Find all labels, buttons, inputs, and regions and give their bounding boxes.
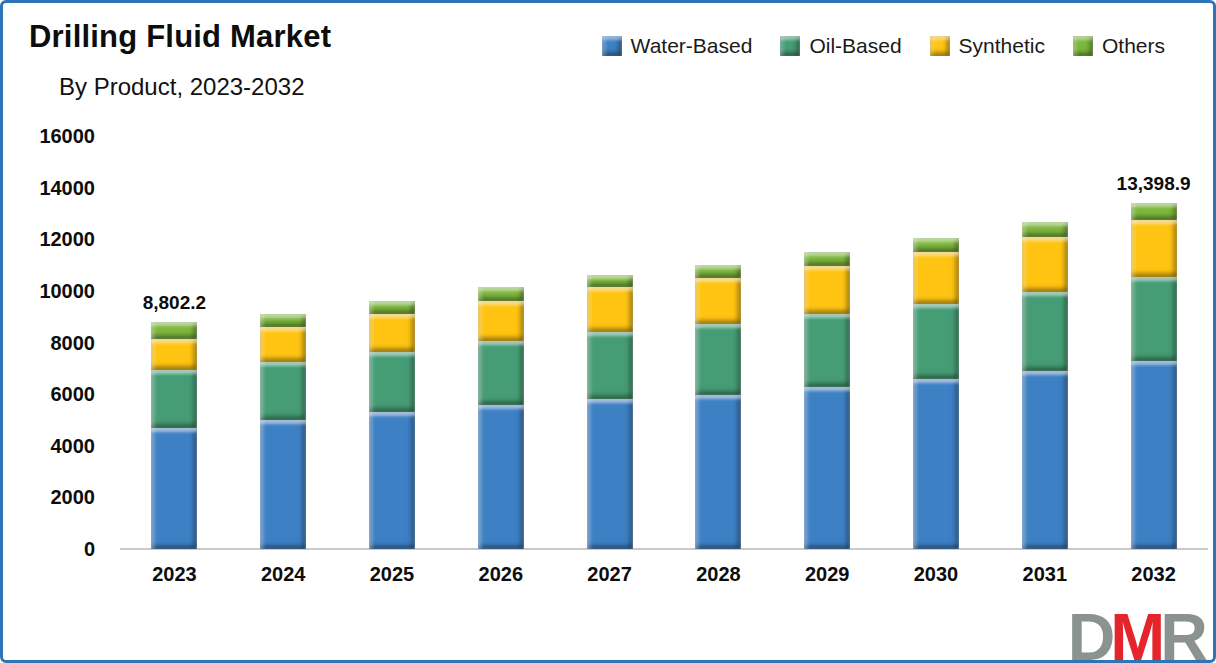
bar-segment-2031-water-based[interactable]: [1022, 371, 1068, 549]
bar-segment-2023-others[interactable]: [151, 322, 197, 339]
bar-segment-2032-oil-based[interactable]: [1131, 277, 1177, 361]
bar-segment-2032-synthetic[interactable]: [1131, 220, 1177, 277]
bar-segment-2031-oil-based[interactable]: [1022, 292, 1068, 371]
bar-segment-2027-synthetic[interactable]: [587, 287, 633, 331]
bar-segment-2024-others[interactable]: [260, 314, 306, 327]
dmr-logo: DMR: [1068, 604, 1203, 663]
bar-segment-2028-oil-based[interactable]: [695, 324, 741, 395]
y-axis-tick-2000: 2000: [9, 486, 95, 509]
x-axis-tick-2032: 2032: [1109, 563, 1199, 586]
bar-segment-2028-synthetic[interactable]: [695, 278, 741, 323]
bar-segment-2030-others[interactable]: [913, 238, 959, 252]
bar-segment-2029-oil-based[interactable]: [804, 314, 850, 387]
bar-segment-2030-water-based[interactable]: [913, 379, 959, 549]
y-axis-tick-10000: 10000: [9, 279, 95, 302]
bar-segment-2027-others[interactable]: [587, 275, 633, 288]
bar-segment-2029-synthetic[interactable]: [804, 266, 850, 315]
bar-segment-2024-water-based[interactable]: [260, 420, 306, 549]
bar-segment-2023-synthetic[interactable]: [151, 339, 197, 371]
bar-segment-2030-oil-based[interactable]: [913, 304, 959, 380]
x-axis-tick-2024: 2024: [238, 563, 328, 586]
x-axis-tick-2030: 2030: [891, 563, 981, 586]
bar-total-label-2032: 13,398.9: [1117, 173, 1191, 195]
chart-card: Drilling Fluid Market By Product, 2023-2…: [0, 0, 1216, 663]
bar-segment-2031-others[interactable]: [1022, 222, 1068, 237]
y-axis-tick-14000: 14000: [9, 176, 95, 199]
bar-segment-2025-oil-based[interactable]: [369, 352, 415, 412]
bar-segment-2025-others[interactable]: [369, 301, 415, 314]
x-axis-tick-2026: 2026: [456, 563, 546, 586]
bar-segment-2024-synthetic[interactable]: [260, 327, 306, 363]
x-axis-tick-2027: 2027: [565, 563, 655, 586]
x-axis-tick-2028: 2028: [673, 563, 763, 586]
dmr-logo-letter-d: D: [1068, 604, 1111, 663]
dmr-logo-letter-m: M: [1110, 604, 1160, 663]
bar-segment-2026-water-based[interactable]: [478, 405, 524, 549]
bar-segment-2032-water-based[interactable]: [1131, 361, 1177, 549]
y-axis-tick-4000: 4000: [9, 434, 95, 457]
bar-segment-2029-others[interactable]: [804, 252, 850, 265]
x-axis-tick-2025: 2025: [347, 563, 437, 586]
bar-segment-2025-synthetic[interactable]: [369, 314, 415, 352]
y-axis-tick-8000: 8000: [9, 331, 95, 354]
bar-segment-2029-water-based[interactable]: [804, 387, 850, 549]
bar-segment-2025-water-based[interactable]: [369, 412, 415, 549]
bar-segment-2028-others[interactable]: [695, 265, 741, 278]
x-axis-tick-2031: 2031: [1000, 563, 1090, 586]
bar-segment-2023-oil-based[interactable]: [151, 370, 197, 427]
y-axis-tick-16000: 16000: [9, 125, 95, 148]
bar-segment-2026-synthetic[interactable]: [478, 301, 524, 341]
bar-total-label-2023: 8,802.2: [143, 292, 206, 314]
bar-segment-2028-water-based[interactable]: [695, 395, 741, 549]
bar-segment-2026-oil-based[interactable]: [478, 341, 524, 405]
bar-segment-2023-water-based[interactable]: [151, 428, 197, 549]
bar-segment-2026-others[interactable]: [478, 287, 524, 301]
x-axis-tick-2023: 2023: [129, 563, 219, 586]
bar-segment-2027-oil-based[interactable]: [587, 332, 633, 399]
bar-segment-2024-oil-based[interactable]: [260, 362, 306, 420]
y-axis-tick-6000: 6000: [9, 383, 95, 406]
y-axis-tick-12000: 12000: [9, 228, 95, 251]
bar-segment-2032-others[interactable]: [1131, 203, 1177, 220]
x-axis-tick-2029: 2029: [782, 563, 872, 586]
bar-segment-2030-synthetic[interactable]: [913, 252, 959, 304]
y-axis-tick-0: 0: [9, 538, 95, 561]
dmr-logo-letter-r: R: [1160, 604, 1203, 663]
bar-segment-2027-water-based[interactable]: [587, 399, 633, 549]
plot-area: 0 2000 4000 6000 8000 10000 12000 14000 16000 202…: [3, 3, 1216, 663]
bar-segment-2031-synthetic[interactable]: [1022, 237, 1068, 291]
